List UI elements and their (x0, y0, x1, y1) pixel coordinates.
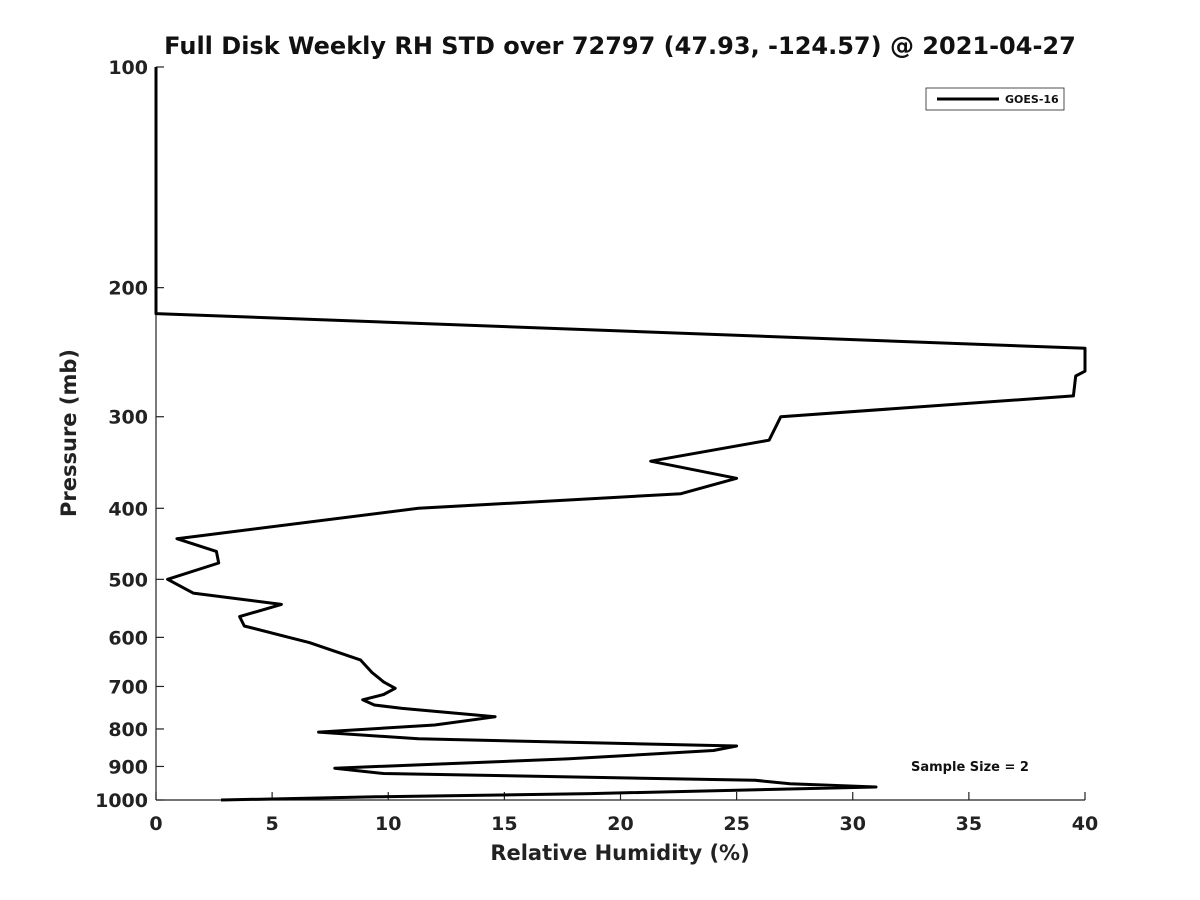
y-tick-label: 400 (108, 498, 148, 520)
y-tick-label: 100 (108, 57, 148, 79)
y-tick-label: 900 (108, 756, 148, 778)
x-tick-label: 5 (266, 813, 279, 835)
x-axis-ticks: 0 5 10 15 20 25 30 35 40 (149, 792, 1098, 835)
legend-label: GOES-16 (1005, 93, 1059, 106)
x-tick-label: 0 (149, 813, 162, 835)
y-tick-label: 500 (108, 569, 148, 591)
sample-size-annotation: Sample Size = 2 (911, 760, 1029, 775)
x-tick-label: 10 (375, 813, 401, 835)
x-tick-label: 30 (840, 813, 866, 835)
y-tick-label: 300 (108, 407, 148, 429)
x-tick-label: 35 (956, 813, 982, 835)
y-tick-label: 200 (108, 278, 148, 300)
y-tick-label: 700 (108, 676, 148, 698)
chart-title: Full Disk Weekly RH STD over 72797 (47.9… (164, 32, 1076, 60)
x-tick-label: 20 (607, 813, 633, 835)
x-axis-label: Relative Humidity (%) (490, 841, 749, 865)
series-line-goes16 (154, 67, 1087, 802)
x-tick-label: 25 (723, 813, 749, 835)
series-layer (154, 67, 1087, 802)
legend: GOES-16 (925, 87, 1065, 111)
y-tick-label: 800 (108, 719, 148, 741)
y-axis-ticks: 100 200 300 400 500 600 700 800 900 1000 (95, 57, 164, 812)
y-tick-label: 1000 (95, 790, 148, 812)
y-axis-label: Pressure (mb) (57, 349, 81, 517)
x-tick-label: 40 (1072, 813, 1098, 835)
y-tick-label: 600 (108, 627, 148, 649)
x-tick-label: 15 (491, 813, 517, 835)
